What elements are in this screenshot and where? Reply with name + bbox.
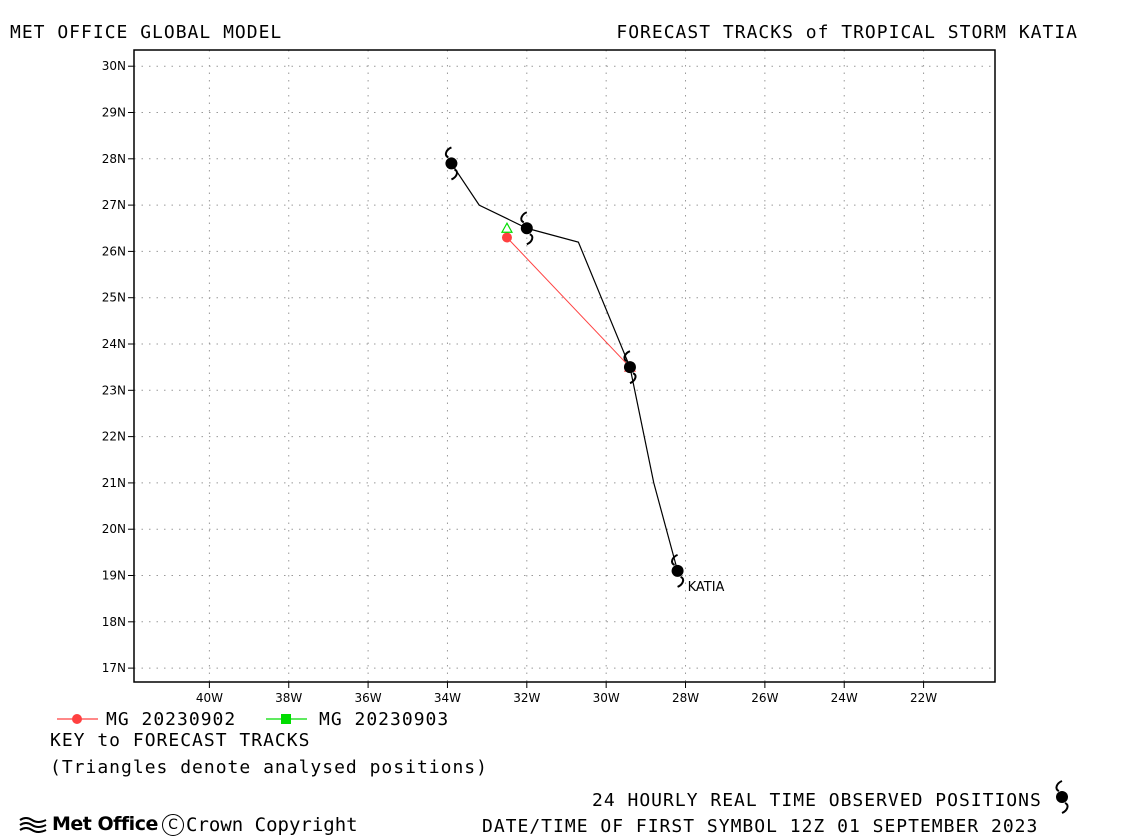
legend-marker-square [281,714,291,724]
legend-label-mg-20230903: MG 20230903 [319,709,449,730]
first-symbol-datetime: DATE/TIME OF FIRST SYMBOL 12Z 01 SEPTEMB… [482,816,1039,837]
copyright: C Crown Copyright [162,814,358,836]
copyright-text: Crown Copyright [186,814,358,836]
x-axis: 40W 38W 36W 34W 32W 30W 28W 26W 24W 22W [196,682,937,705]
y-tick-label: 27N [102,198,126,212]
x-tick-label: 24W [831,691,858,705]
observed-track-line [450,163,679,572]
forecast-track-line [506,237,631,368]
forecast-position-marker [501,232,512,243]
plot-frame [133,49,996,683]
observed-position-icon [1055,780,1069,814]
y-tick-label: 22N [102,430,126,444]
y-tick-label: 23N [102,383,126,397]
tracks: KATIA [444,146,725,595]
y-tick-label: 28N [102,152,126,166]
x-tick-label: 22W [910,691,937,705]
y-tick-label: 30N [102,59,126,73]
observed-positions-label: 24 HOURLY REAL TIME OBSERVED POSITIONS [592,790,1042,811]
y-tick-label: 20N [102,522,126,536]
y-tick-label: 25N [102,291,126,305]
x-tick-label: 32W [513,691,540,705]
chart-title: FORECAST TRACKS of TROPICAL STORM KATIA [616,22,1078,43]
key-title: KEY to FORECAST TRACKS [50,730,311,751]
storm-symbol-icon [519,211,534,246]
x-tick-label: 36W [355,691,382,705]
x-tick-label: 40W [196,691,223,705]
storm-name-label: KATIA [688,580,725,595]
analysed-position-triangle [500,222,513,233]
y-tick-label: 21N [102,476,126,490]
x-tick-label: 26W [751,691,778,705]
y-tick-label: 29N [102,106,126,120]
model-title: MET OFFICE GLOBAL MODEL [10,22,283,43]
storm-symbol-icon [444,146,459,181]
x-tick-label: 34W [434,691,461,705]
legend-label-mg-20230902: MG 20230902 [106,709,236,730]
y-tick-label: 26N [102,244,126,258]
y-tick-label: 17N [102,661,126,675]
y-tick-label: 18N [102,615,126,629]
x-tick-label: 38W [275,691,302,705]
key-note: (Triangles denote analysed positions) [50,757,488,778]
met-office-logo-icon [19,817,47,833]
y-tick-label: 24N [102,337,126,351]
y-axis: 17N 18N 19N 20N 21N 22N 23N 24N 25N 26N 27N 28N 29N 3… [102,59,134,675]
storm-symbol-icon [670,553,685,588]
met-office-logo: Met Office [18,813,158,835]
legend: MG 20230902 MG 20230903 [57,709,449,730]
met-office-logo-text: Met Office [52,813,158,835]
storm-symbol-icon [622,350,637,385]
y-tick-label: 19N [102,569,126,583]
x-tick-label: 28W [672,691,699,705]
x-tick-label: 30W [593,691,620,705]
copyright-icon: C [162,814,184,836]
grid [134,50,995,682]
legend-marker-circle [72,714,82,724]
